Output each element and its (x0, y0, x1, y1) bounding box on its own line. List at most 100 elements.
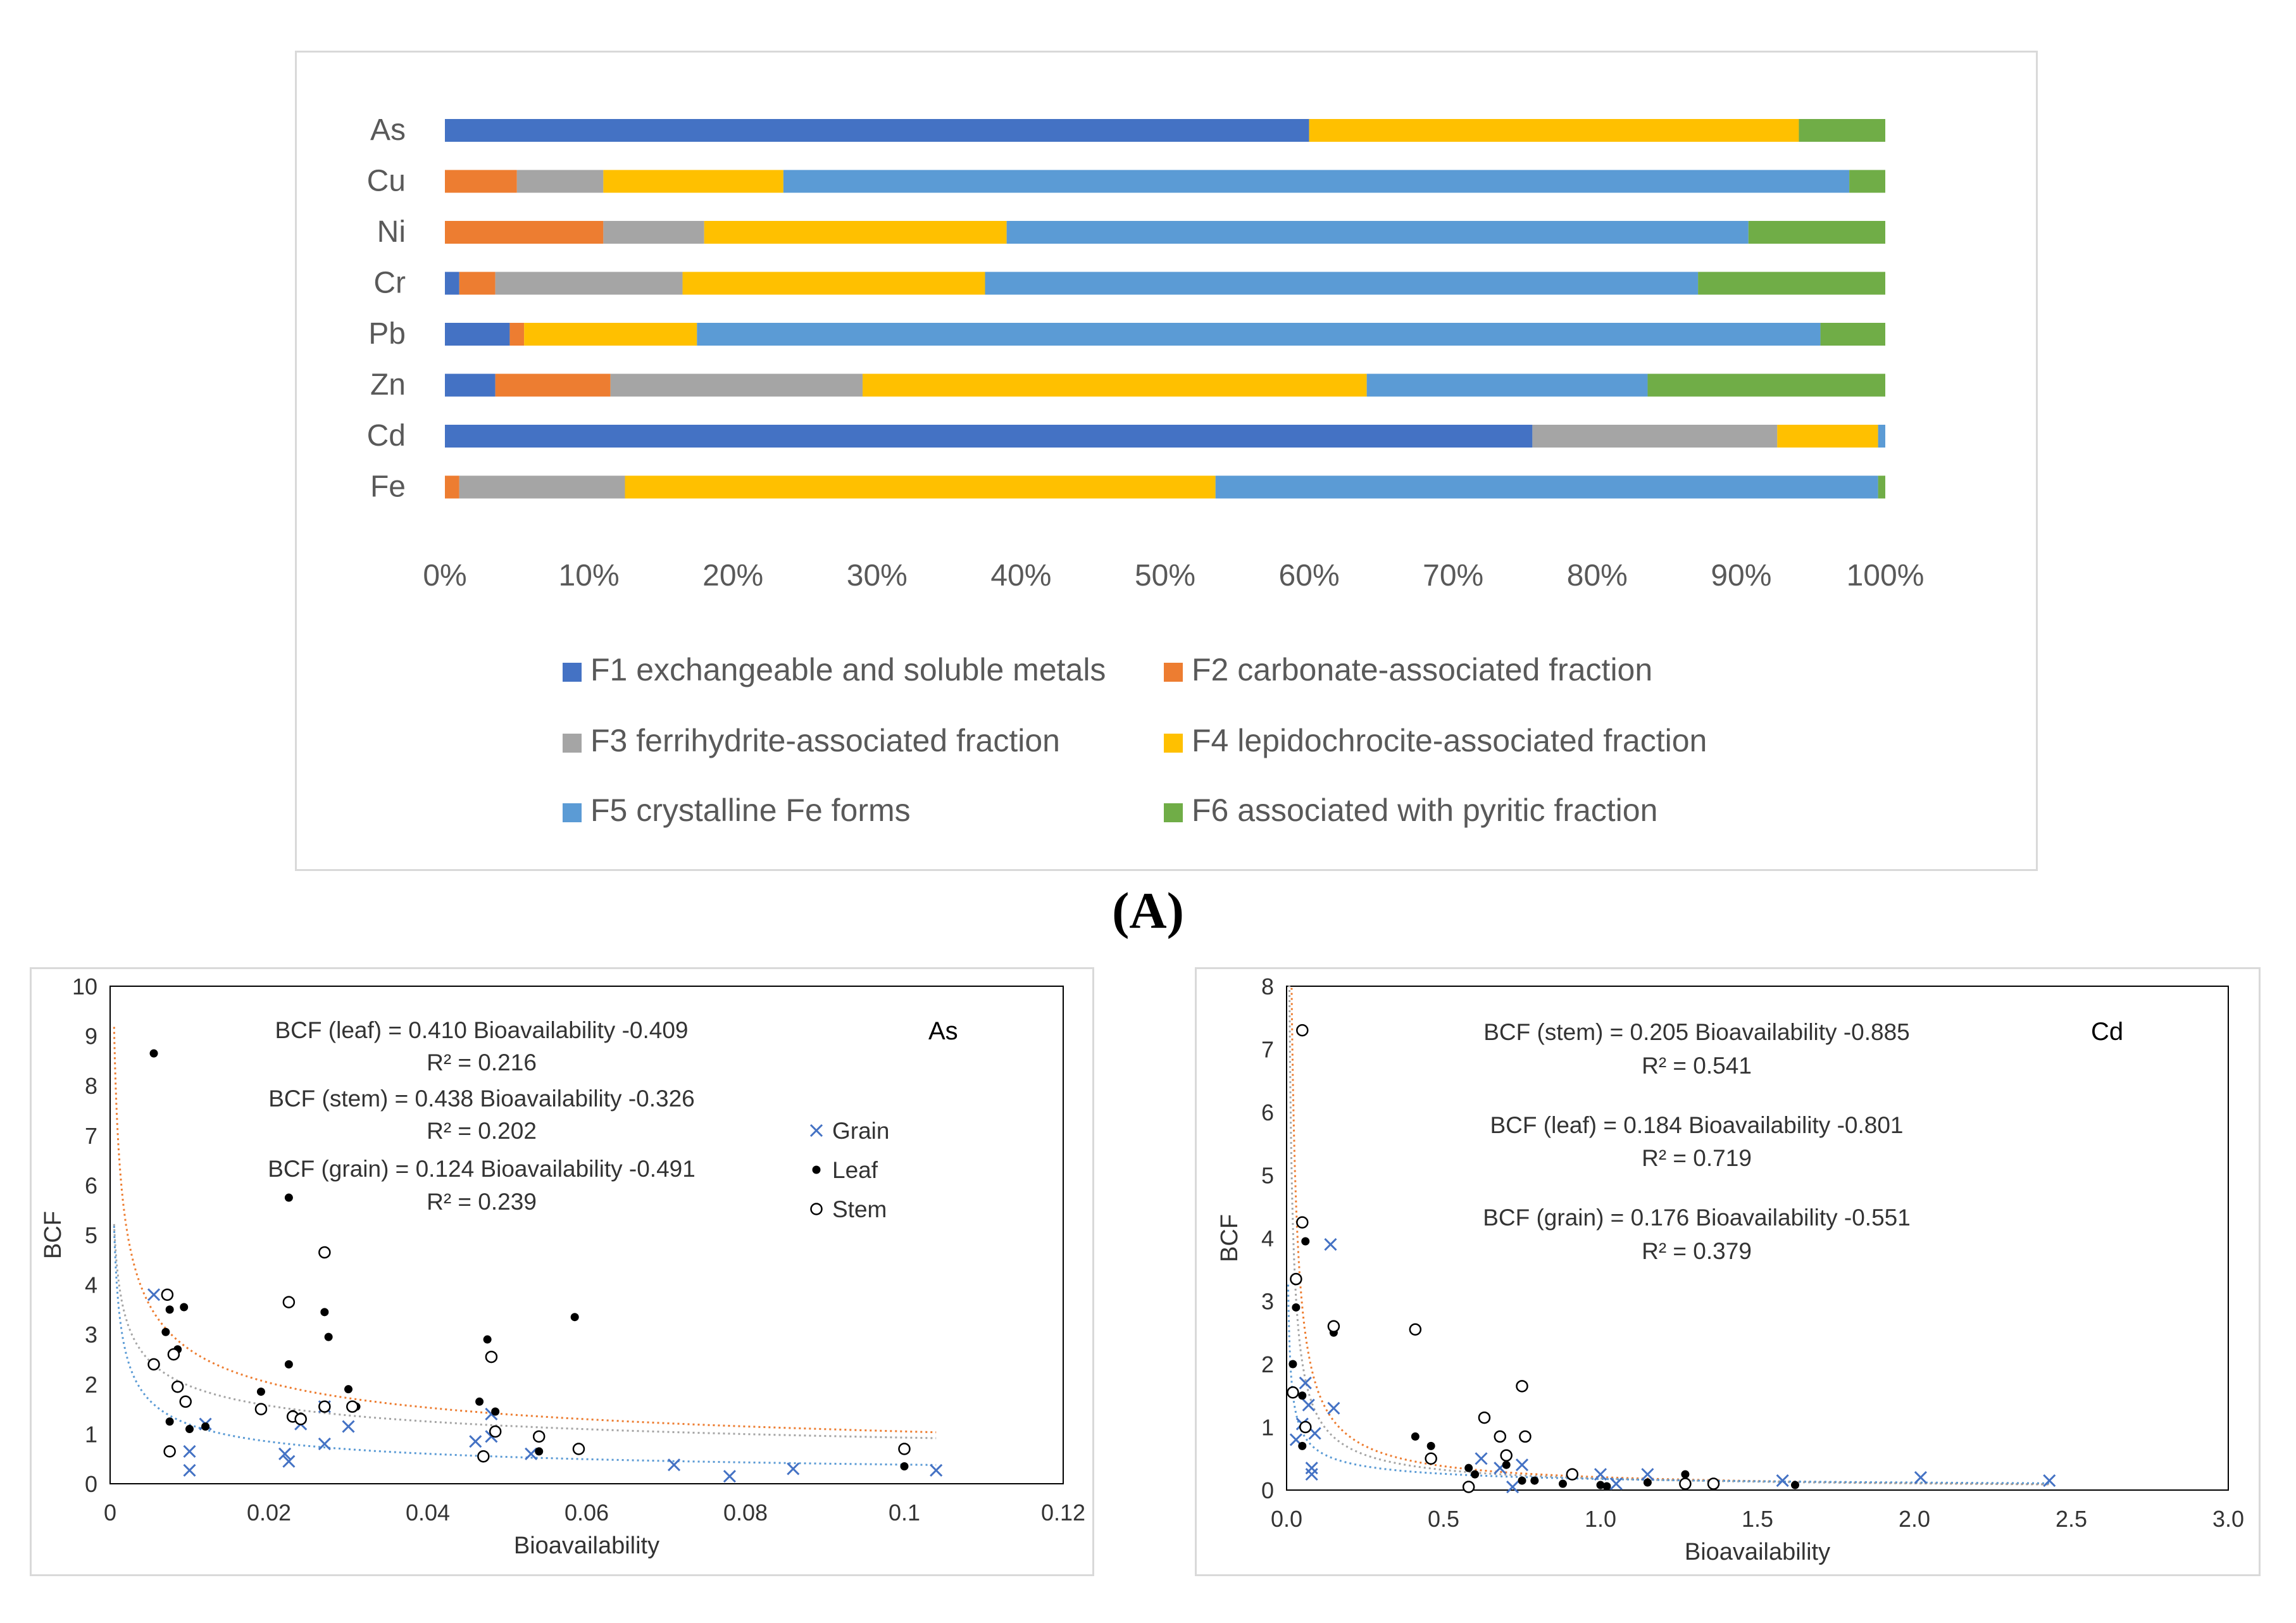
point-leaf (284, 1360, 293, 1369)
point-leaf (320, 1308, 329, 1317)
equation-text: BCF (stem) = 0.205 Bioavailability -0.88… (1483, 1019, 1910, 1045)
bar-cr-f5 (985, 272, 1699, 295)
legend-swatch-f3 (563, 734, 582, 753)
y-tick-label: 7 (1261, 1037, 1274, 1063)
point-leaf (149, 1049, 158, 1058)
x-tick-label: 0.1 (889, 1500, 920, 1526)
point-stem (318, 1246, 331, 1259)
point-stem (1462, 1481, 1475, 1493)
y-tick-label: 2 (1261, 1351, 1274, 1377)
bar-cr-f3 (495, 272, 683, 295)
point-grain (787, 1462, 800, 1476)
x-tick-label: 3.0 (2212, 1506, 2244, 1532)
y-tick-label: 9 (85, 1024, 97, 1050)
x-tick-label: 0.0 (1271, 1506, 1302, 1532)
point-stem (898, 1443, 911, 1455)
point-stem (1287, 1386, 1299, 1399)
point-grain (1515, 1458, 1529, 1472)
category-label-cd: Cd (367, 419, 406, 453)
equation-text: BCF (leaf) = 0.410 Bioavailability -0.40… (275, 1017, 689, 1043)
point-stem (1290, 1272, 1302, 1286)
x-tick-label: 40% (990, 559, 1051, 592)
bar-pb-f6 (1820, 323, 1885, 346)
x-tick-label: 0.04 (406, 1500, 450, 1526)
point-stem (485, 1350, 498, 1363)
point-leaf (185, 1425, 194, 1434)
y-tick-label: 10 (72, 974, 97, 999)
legend-marker-grain (809, 1124, 823, 1137)
point-leaf (165, 1417, 174, 1426)
x-tick-label: 50% (1135, 559, 1195, 592)
x-tick-label: 0% (423, 559, 466, 592)
bar-as-f4 (1309, 119, 1799, 142)
point-grain (318, 1438, 331, 1451)
point-leaf (1518, 1476, 1526, 1485)
x-tick-label: 70% (1423, 559, 1483, 592)
point-leaf (201, 1422, 210, 1431)
point-leaf (344, 1385, 353, 1394)
x-tick-label: 0.08 (723, 1500, 768, 1526)
point-stem (1500, 1449, 1513, 1462)
point-grain (183, 1444, 196, 1458)
point-grain (1475, 1452, 1488, 1465)
y-tick-label: 1 (85, 1421, 97, 1447)
legend-label-f5: F5 crystalline Fe forms (590, 793, 911, 828)
bar-zn-f2 (495, 373, 611, 397)
x-tick-label: 0.12 (1041, 1500, 1085, 1526)
bar-fe-f2 (445, 475, 459, 499)
point-grain (2043, 1474, 2056, 1488)
point-grain (1305, 1468, 1318, 1481)
fraction-bar-chart: As Cu Ni Cr Pb Zn Cd Fe 0% 10% 20% 30% 40% 50% 60% 70% 8… (367, 113, 1925, 828)
bar-cr-f4 (682, 272, 985, 295)
point-grain (1914, 1471, 1927, 1484)
x-tick-label: 20% (702, 559, 763, 592)
point-stem (1494, 1430, 1507, 1443)
x-tick-label: 0.02 (247, 1500, 291, 1526)
point-grain (1324, 1238, 1337, 1251)
point-leaf (180, 1303, 189, 1312)
bar-fe-f3 (459, 475, 625, 499)
point-stem (282, 1296, 296, 1308)
category-label-as: As (370, 113, 406, 147)
point-stem (171, 1380, 184, 1393)
point-stem (477, 1450, 490, 1463)
y-tick-label: 6 (85, 1172, 97, 1198)
point-stem (346, 1400, 359, 1413)
point-grain (147, 1288, 161, 1301)
point-leaf (1502, 1460, 1511, 1469)
point-leaf (1643, 1478, 1652, 1487)
point-leaf (165, 1305, 174, 1314)
point-leaf (570, 1313, 579, 1322)
y-tick-label: 8 (85, 1073, 97, 1099)
point-grain (342, 1420, 355, 1433)
point-leaf (1464, 1463, 1473, 1472)
x-tick-label: 90% (1711, 559, 1771, 592)
point-stem (1566, 1468, 1579, 1481)
point-leaf (1426, 1441, 1435, 1450)
legend-swatch-f4 (1164, 734, 1183, 753)
equation-text: BCF (grain) = 0.176 Bioavailability -0.5… (1483, 1205, 1911, 1231)
bar-ni-f6 (1748, 221, 1885, 244)
y-axis-label: BCF (40, 1211, 66, 1259)
point-leaf (1411, 1432, 1419, 1441)
point-grain (1506, 1480, 1519, 1494)
point-stem (1296, 1024, 1309, 1037)
point-grain (1302, 1398, 1315, 1412)
x-tick-label: 1.5 (1742, 1506, 1773, 1532)
point-stem (489, 1425, 502, 1438)
point-leaf (284, 1193, 293, 1202)
bar-zn-f4 (863, 373, 1367, 397)
bar-zn-f3 (610, 373, 863, 397)
point-stem (1478, 1411, 1491, 1424)
point-stem (254, 1403, 268, 1415)
bar-cr-f2 (459, 272, 496, 295)
point-leaf (1602, 1482, 1611, 1491)
fit-curve-stem (1288, 985, 2050, 1486)
point-grain (667, 1458, 681, 1472)
fit-curve-stem (113, 1224, 937, 1439)
bar-cu-f5 (783, 170, 1850, 193)
y-tick-label: 4 (1261, 1225, 1274, 1251)
fit-curve-grain (1287, 1284, 2050, 1484)
legend-swatch-f5 (563, 803, 582, 822)
category-label-cu: Cu (367, 165, 406, 198)
